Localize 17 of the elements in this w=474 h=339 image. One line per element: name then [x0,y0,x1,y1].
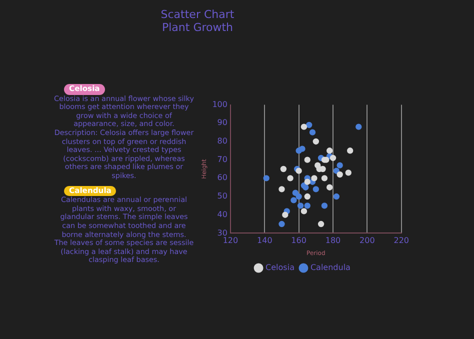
x-tick-label: 220 [394,236,410,246]
chart-title: Scatter Chart Plant Growth [160,8,236,34]
x-tick-label: 180 [325,236,341,246]
y-tick-label: 30 [217,228,228,238]
x-tick-label: 120 [222,236,238,246]
y-tick-label: 90 [217,118,228,128]
legend-label: Calendula [310,263,351,272]
y-tick-label: 100 [212,100,228,109]
y-tick-label: 80 [217,136,228,146]
y-tick-label: 70 [217,154,228,164]
y-tick-label: 40 [217,210,228,219]
x-tick-label: 160 [291,236,306,246]
legend-label: Celosia [266,263,295,272]
x-tick-label: 200 [360,236,375,246]
y-tick-label: 60 [217,173,228,182]
x-tick-label: 140 [257,236,272,246]
y-tick-label: 50 [217,192,228,201]
